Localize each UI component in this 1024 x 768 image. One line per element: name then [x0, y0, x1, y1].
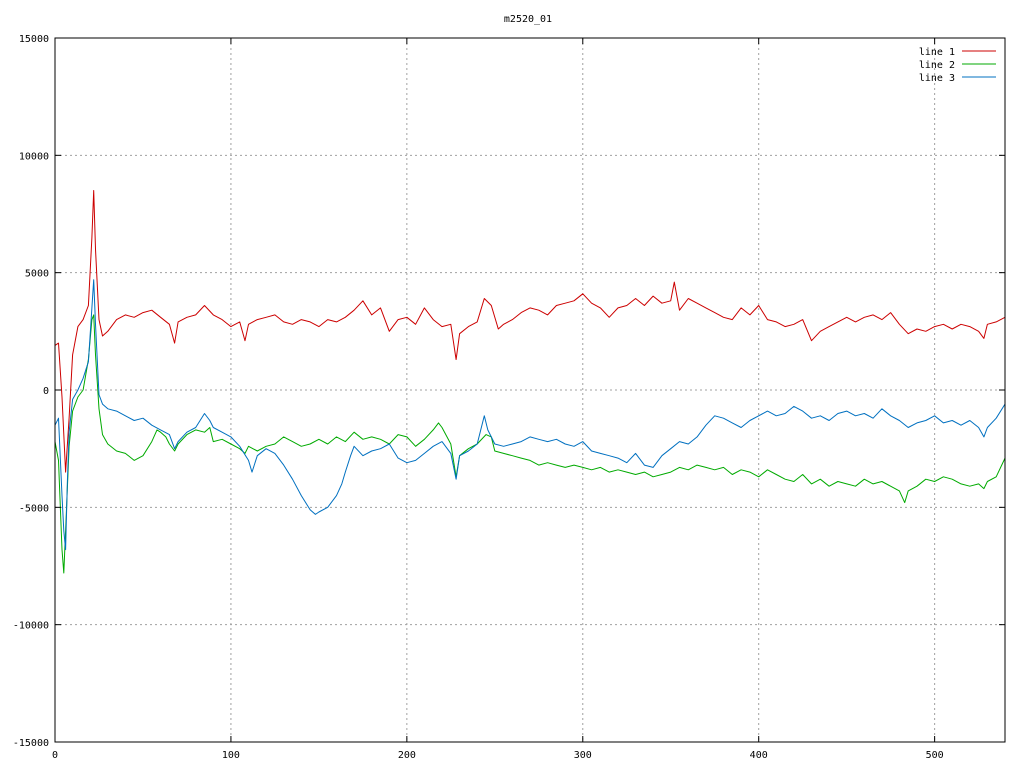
- x-tick-label: 500: [926, 750, 944, 761]
- x-tick-label: 400: [750, 750, 768, 761]
- x-tick-label: 200: [398, 750, 416, 761]
- legend: line 1 line 2 line 3: [919, 47, 996, 84]
- legend-label-1: line 1: [919, 47, 955, 58]
- y-tick-label: 0: [43, 386, 49, 397]
- legend-label-3: line 3: [919, 73, 955, 84]
- y-tick-label: -10000: [13, 621, 49, 632]
- legend-label-2: line 2: [919, 60, 955, 71]
- y-tick-label: 10000: [19, 151, 49, 162]
- x-tick-label: 100: [222, 750, 240, 761]
- series-line-2: [54, 314, 1006, 574]
- series-line-1: [54, 190, 1006, 473]
- y-tick-label: -15000: [13, 738, 49, 749]
- x-tick-label: 300: [574, 750, 592, 761]
- grid-lines: [55, 38, 1005, 742]
- x-tick-label: 0: [52, 750, 58, 761]
- y-tick-label: 15000: [19, 34, 49, 45]
- series-line-3: [54, 279, 1006, 551]
- axis-ticks: -15000 -10000 -5000 0 5000 10000 15000 0 100 200 3…: [13, 34, 1005, 761]
- y-tick-label: -5000: [19, 503, 49, 514]
- chart-title: m2520_01: [504, 14, 552, 25]
- y-tick-label: 5000: [25, 269, 49, 280]
- series-lines: [54, 190, 1006, 574]
